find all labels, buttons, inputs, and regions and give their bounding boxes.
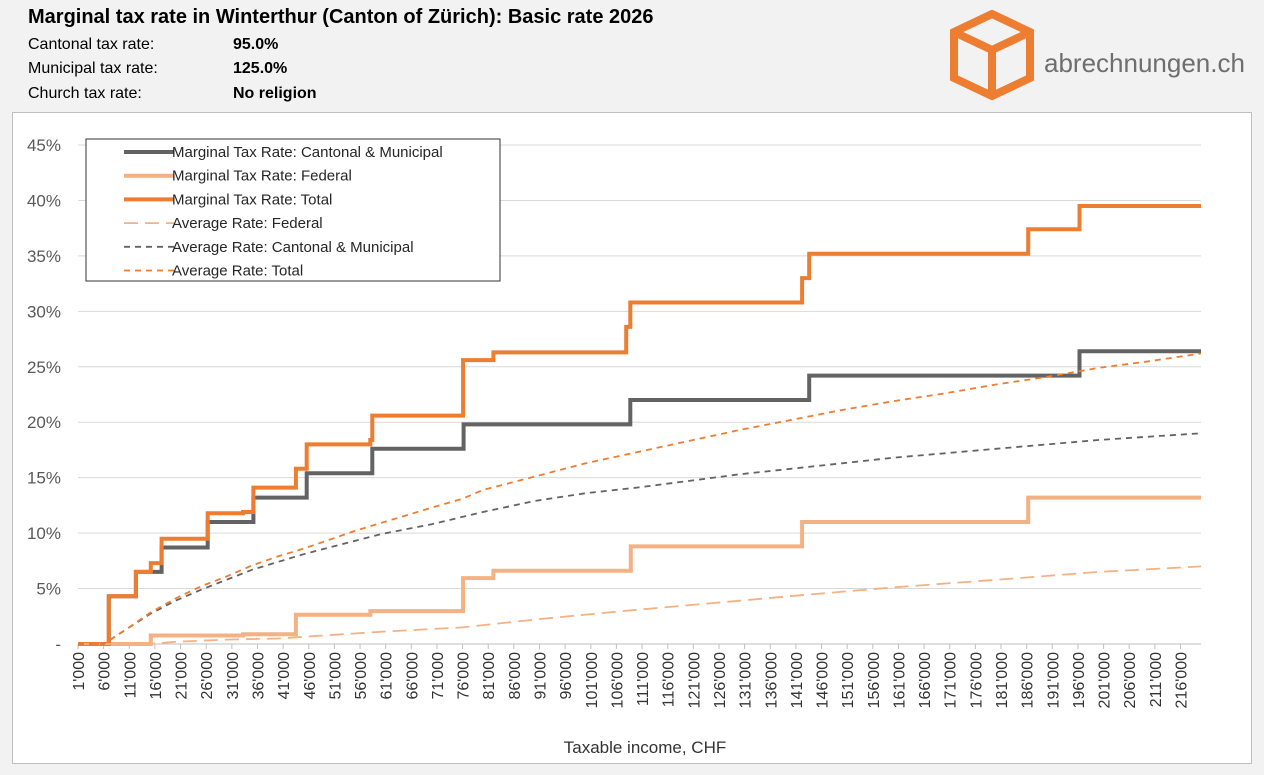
- y-tick-label: 40%: [27, 191, 61, 210]
- y-tick-label: 10%: [27, 524, 61, 543]
- x-tick-label: 121'000: [686, 652, 703, 709]
- x-tick-label: 76'000: [456, 652, 473, 700]
- church-rate-label: Church tax rate:: [28, 85, 142, 102]
- series-line: [78, 432, 1202, 645]
- brand-logo[interactable]: abrechnungen.ch: [950, 9, 1250, 101]
- church-rate-row: Church tax rate: No religion: [28, 85, 317, 103]
- y-tick-label: 25%: [27, 358, 61, 377]
- x-tick-label: 96'000: [558, 652, 575, 700]
- x-tick-label: 141'000: [789, 652, 806, 709]
- y-axis-ticks: - 5% 10% 15% 20% 25% 30% 35% 40% 45%: [27, 136, 61, 654]
- x-tick-label: 131'000: [738, 652, 755, 709]
- y-tick-label: 45%: [27, 136, 61, 155]
- x-tick-label: 181'000: [994, 652, 1011, 709]
- church-rate-value: No religion: [233, 85, 317, 102]
- y-tick-label: 15%: [27, 469, 61, 488]
- legend-label: Marginal Tax Rate: Federal: [172, 168, 352, 185]
- legend-label: Average Rate: Total: [172, 263, 303, 280]
- x-tick-label: 206'000: [1122, 652, 1139, 709]
- series-lines: [78, 204, 1202, 646]
- x-tick-label: 191'000: [1045, 652, 1062, 709]
- x-tick-label: 6'000: [97, 652, 114, 691]
- x-tick-label: 21'000: [174, 652, 191, 700]
- series-line: [78, 565, 1202, 645]
- x-tick-label: 61'000: [379, 652, 396, 700]
- municipal-rate-value: 125.0%: [233, 60, 288, 77]
- legend: Marginal Tax Rate: Cantonal & Municipal M…: [85, 138, 501, 282]
- legend-label: Average Rate: Federal: [172, 215, 323, 232]
- x-tick-label: 111'000: [635, 652, 652, 706]
- x-tick-label: 46'000: [302, 652, 319, 700]
- x-tick-label: 71'000: [430, 652, 447, 700]
- x-tick-label: 36'000: [250, 652, 267, 700]
- x-tick-label: 171'000: [943, 652, 960, 709]
- x-tick-label: 126'000: [712, 652, 729, 709]
- x-tick-label: 101'000: [584, 652, 601, 709]
- x-tick-label: 106'000: [609, 652, 626, 709]
- x-axis-ticks: 1'000 6'000 11'000 16'000 21'000 26'000 31'000…: [71, 644, 1190, 708]
- cantonal-rate-row: Cantonal tax rate: 95.0%: [28, 36, 278, 54]
- x-tick-label: 31'000: [225, 652, 242, 700]
- legend-label: Average Rate: Cantonal & Municipal: [172, 239, 414, 256]
- y-tick-label: 30%: [27, 302, 61, 321]
- x-tick-label: 176'000: [968, 652, 985, 709]
- x-tick-label: 91'000: [533, 652, 550, 700]
- series-line: [78, 495, 1201, 646]
- municipal-rate-row: Municipal tax rate: 125.0%: [28, 60, 287, 78]
- y-tick-label: 35%: [27, 247, 61, 266]
- cantonal-rate-value: 95.0%: [233, 36, 279, 53]
- x-tick-label: 186'000: [1020, 652, 1037, 709]
- x-tick-label: 66'000: [404, 652, 421, 700]
- legend-label: Marginal Tax Rate: Total: [172, 191, 332, 208]
- x-tick-label: 166'000: [917, 652, 934, 709]
- brand-name: abrechnungen.ch: [1044, 48, 1245, 78]
- chart-title: Marginal tax rate in Winterthur (Canton …: [28, 6, 654, 28]
- x-tick-label: 151'000: [840, 652, 857, 709]
- series-line: [78, 204, 1201, 646]
- x-tick-label: 11'000: [122, 652, 139, 698]
- x-tick-label: 196'000: [1071, 652, 1088, 709]
- y-tick-label: 5%: [36, 580, 61, 599]
- municipal-rate-label: Municipal tax rate:: [28, 60, 158, 77]
- legend-label: Marginal Tax Rate: Cantonal & Municipal: [172, 144, 443, 161]
- cube-icon: [950, 9, 1034, 101]
- x-tick-label: 116'000: [661, 652, 678, 707]
- x-tick-label: 1'000: [71, 652, 88, 691]
- x-tick-label: 136'000: [763, 652, 780, 709]
- chart-svg: - 5% 10% 15% 20% 25% 30% 35% 40% 45% 1'000 6'000 11…: [27, 136, 1202, 757]
- chart-panel: - 5% 10% 15% 20% 25% 30% 35% 40% 45% 1'000 6'000 11…: [12, 112, 1252, 764]
- x-axis-label: Taxable income, CHF: [564, 738, 727, 757]
- x-tick-label: 51'000: [327, 652, 344, 700]
- x-tick-label: 161'000: [891, 652, 908, 709]
- x-tick-label: 146'000: [815, 652, 832, 709]
- x-tick-label: 81'000: [481, 652, 498, 700]
- cantonal-rate-label: Cantonal tax rate:: [28, 36, 155, 53]
- x-tick-label: 201'000: [1097, 652, 1114, 709]
- x-tick-label: 86'000: [507, 652, 524, 700]
- x-tick-label: 16'000: [148, 652, 165, 700]
- x-tick-label: 156'000: [866, 652, 883, 709]
- x-tick-label: 41'000: [276, 652, 293, 700]
- legend-box: [85, 138, 501, 282]
- y-tick-label: 20%: [27, 413, 61, 432]
- x-tick-label: 211'000: [1148, 652, 1165, 707]
- x-tick-label: 26'000: [199, 652, 216, 700]
- y-tick-label: -: [55, 635, 61, 654]
- x-tick-label: 216'000: [1173, 652, 1190, 709]
- x-tick-label: 56'000: [353, 652, 370, 700]
